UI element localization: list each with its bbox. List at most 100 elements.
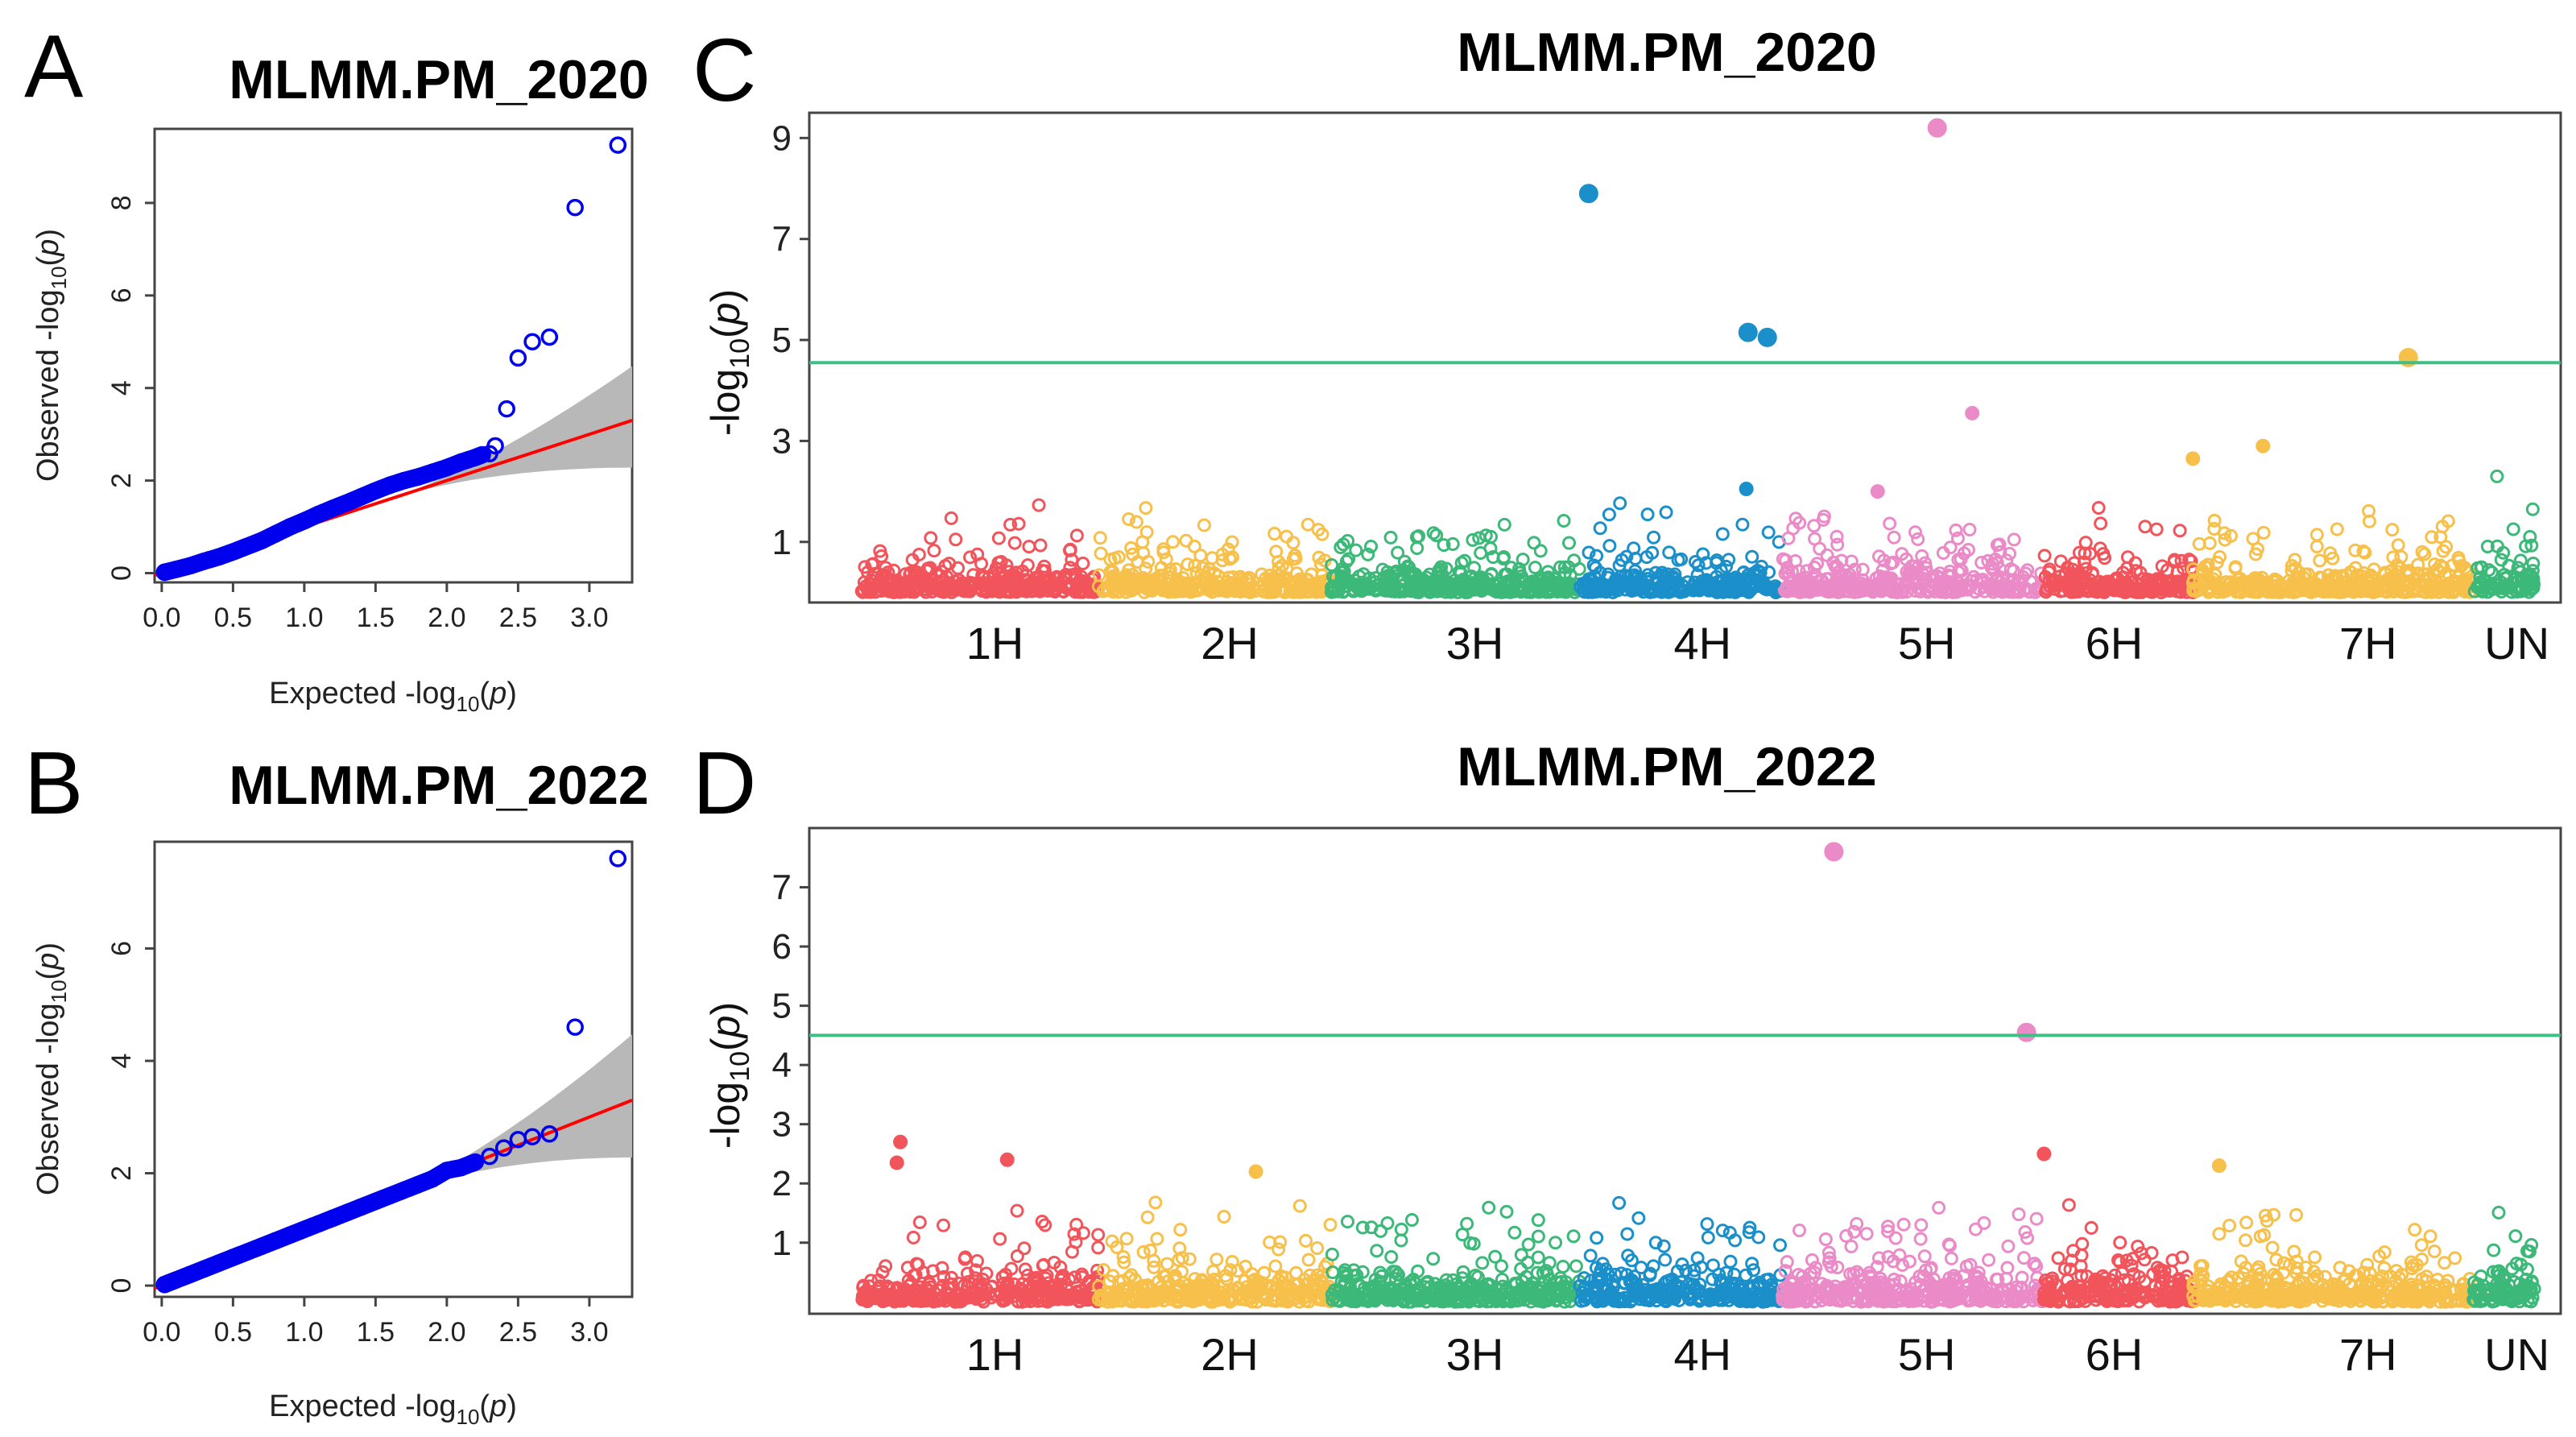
- snp-point: [1256, 577, 1271, 591]
- y-tick-label: 6: [106, 941, 137, 956]
- snp-point: [2130, 1282, 2144, 1297]
- x-tick-label: 2.0: [428, 1317, 465, 1348]
- snp-point: [1728, 1233, 1743, 1248]
- snp-point: [1460, 1281, 1474, 1295]
- snp-point: [1631, 1211, 1646, 1225]
- snp-point: [1387, 1292, 1401, 1307]
- snp-point: [1028, 1275, 1042, 1290]
- chromosome-label: 4H: [1673, 618, 1731, 669]
- snp-point: [2433, 558, 2448, 573]
- snp-point: [949, 532, 963, 547]
- snp-point: [2417, 547, 2432, 561]
- snp-point: [1197, 518, 1211, 532]
- snp-point: [1244, 1284, 1259, 1298]
- snp-point: [1168, 1288, 1183, 1302]
- snp-point: [1593, 565, 1607, 580]
- snp-point: [1904, 559, 1919, 574]
- snp-point: [1410, 540, 1424, 555]
- snp-point: [1369, 583, 1383, 598]
- snp-point: [1419, 1294, 1433, 1309]
- snp-point: [1102, 1274, 1117, 1289]
- snp-point: [2100, 578, 2115, 593]
- qq-point: [566, 198, 584, 217]
- snp-point: [1729, 570, 1743, 585]
- qq-point: [238, 537, 256, 555]
- snp-point: [991, 531, 1006, 545]
- snp-point: [1932, 1200, 1946, 1215]
- snp-point: [1092, 568, 1106, 582]
- snp-point: [1109, 1284, 1123, 1298]
- snp-point: [1983, 1293, 1998, 1307]
- snp-point: [1569, 1259, 1583, 1273]
- snp-point: [2378, 565, 2392, 580]
- snp-point: [1773, 1238, 1788, 1253]
- snp-point: [1674, 552, 1689, 566]
- qq-point: [155, 563, 174, 582]
- snp-point: [1830, 529, 1844, 544]
- snp-point: [1051, 571, 1065, 586]
- snp-point: [1735, 583, 1749, 598]
- snp-point: [951, 561, 965, 575]
- snp-point: [2152, 1264, 2167, 1278]
- snp-point: [1807, 1265, 1821, 1280]
- snp-point: [1289, 1265, 1304, 1280]
- snp-point: [2391, 538, 2405, 553]
- snp-point: [1817, 509, 1831, 524]
- snp-point: [1914, 1218, 1929, 1232]
- snp-point: [1268, 1259, 1283, 1273]
- snp-point: [1404, 1278, 1418, 1292]
- snp-point: [1821, 1245, 1836, 1260]
- snp-point: [1715, 527, 1730, 541]
- snp-point: [2018, 1225, 2032, 1240]
- snp-point: [1888, 1231, 1903, 1245]
- snp-points: [854, 118, 2541, 599]
- snp-point: [1148, 1195, 1163, 1210]
- snp-point: [2087, 584, 2102, 598]
- snp-point: [2138, 520, 2152, 534]
- snp-point: [2350, 568, 2364, 582]
- snp-point: [1200, 1292, 1214, 1307]
- snp-point: [1618, 1294, 1632, 1309]
- snp-point: [2202, 536, 2217, 550]
- panel-letter-c: C: [693, 21, 756, 120]
- snp-point: [2173, 1283, 2187, 1298]
- snp-point: [2115, 570, 2130, 585]
- snp-point: [2526, 557, 2541, 571]
- snp-point: [1394, 1222, 1408, 1236]
- snp-point: [1988, 552, 2003, 566]
- snp-point: [1881, 1224, 1896, 1239]
- snp-point: [1172, 1253, 1186, 1267]
- snp-point: [1305, 567, 1319, 582]
- snp-point: [1850, 1216, 1864, 1231]
- snp-point: [2439, 540, 2454, 554]
- snp-point: [963, 550, 978, 565]
- qq-point: [167, 1271, 185, 1289]
- x-tick-label: 0.5: [214, 1317, 252, 1348]
- snp-point: [1744, 582, 1759, 597]
- snp-point: [2385, 578, 2400, 593]
- snp-point: [2001, 1239, 2016, 1253]
- snp-point: [2496, 581, 2511, 595]
- snp-point: [1462, 570, 1477, 585]
- snp-point: [1684, 1290, 1698, 1304]
- snp-point: [2348, 543, 2363, 557]
- significant-snp: [1738, 322, 1758, 342]
- qq-point: [296, 1220, 313, 1239]
- snp-point: [901, 1286, 916, 1300]
- significant-snp: [1927, 118, 1947, 138]
- snp-point: [1970, 573, 1984, 587]
- snp-point: [1150, 1232, 1164, 1246]
- snp-point: [2162, 574, 2177, 589]
- snp-point: [1288, 551, 1303, 565]
- snp-point: [2009, 1294, 2024, 1309]
- y-tick-label: 0: [106, 565, 137, 581]
- snp-point: [1180, 557, 1195, 572]
- snp-point: [934, 565, 949, 579]
- snp-point: [1275, 558, 1289, 573]
- qq-point: [181, 1265, 200, 1283]
- snp-point: [1764, 581, 1778, 595]
- y-tick-label: 1: [772, 523, 792, 562]
- snp-point: [2012, 1207, 2026, 1222]
- snp-point: [1679, 1263, 1693, 1278]
